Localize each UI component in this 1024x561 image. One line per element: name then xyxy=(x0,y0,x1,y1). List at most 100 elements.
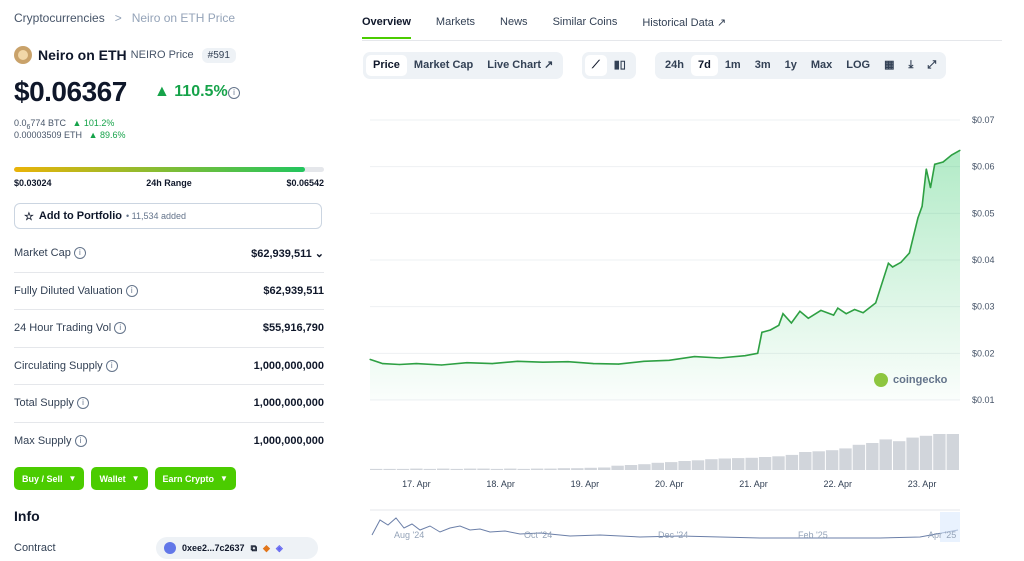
volume-bar xyxy=(530,468,544,470)
tab-historical-data-label: Historical Data xyxy=(642,17,714,29)
chart-type-price[interactable]: Price xyxy=(366,55,407,76)
info-icon[interactable]: i xyxy=(114,322,127,335)
portfolio-added-count: • 11,534 added xyxy=(125,211,187,221)
price-point xyxy=(693,356,696,358)
buy-sell-button[interactable]: Buy / Sell ▼ xyxy=(14,467,85,490)
range-24h[interactable]: 24h xyxy=(665,59,684,71)
x-tick-label: 21. Apr xyxy=(739,479,768,489)
price-point xyxy=(542,361,544,363)
range-labels: $0.03024 24h Range $0.06542 xyxy=(14,178,324,188)
range-1y[interactable]: 1y xyxy=(784,59,797,71)
y-tick-label: $0.07 xyxy=(972,115,995,125)
volume-bar xyxy=(517,468,530,470)
volume-bar xyxy=(718,458,731,470)
stat-label-text: Market Cap xyxy=(14,247,71,260)
volume-bar xyxy=(812,451,825,470)
stat-label: Market Cap i xyxy=(14,247,86,260)
price-point xyxy=(516,360,519,362)
tab-similar-coins[interactable]: Similar Coins xyxy=(552,16,618,28)
copy-icon[interactable]: ⧉ xyxy=(250,542,257,553)
link-icon[interactable]: ◈ xyxy=(275,542,283,553)
range-3m[interactable]: 3m xyxy=(754,59,771,71)
stat-value-text: $62,939,511 xyxy=(251,247,312,260)
volume-bar xyxy=(906,437,919,470)
navigator-label: Feb '25 xyxy=(798,530,828,540)
price-point xyxy=(921,205,923,207)
price-point xyxy=(959,149,961,151)
info-icon[interactable]: i xyxy=(77,397,89,410)
info-icon[interactable]: i xyxy=(228,87,240,99)
add-to-portfolio-button[interactable]: ☆ Add to Portfolio • 11,534 added xyxy=(14,203,322,229)
y-tick-label: $0.05 xyxy=(972,208,995,218)
price-chart[interactable]: $0.07 $0.06 $0.05 $0.04 $0.03 $0.02 $0.01 17. A… xyxy=(340,0,1024,561)
volume-bar xyxy=(370,468,383,470)
info-icon[interactable]: i xyxy=(74,434,87,447)
earn-crypto-label: Earn Crypto xyxy=(162,473,215,484)
range-label: 24h Range xyxy=(146,178,192,188)
stat-label-text: Total Supply xyxy=(14,397,74,410)
btc-price-suffix: 774 BTC xyxy=(30,118,66,128)
price-point xyxy=(929,187,932,189)
range-log[interactable]: LOG xyxy=(846,59,871,71)
info-icon[interactable]: i xyxy=(105,359,118,372)
live-chart-label: Live Chart xyxy=(487,59,542,71)
btc-change-value: 101.2% xyxy=(83,118,115,128)
price-point xyxy=(862,312,864,314)
range-high: $0.06542 xyxy=(286,178,324,188)
metamask-icon[interactable]: ◆ xyxy=(263,542,270,553)
breadcrumb-root-link[interactable]: Cryptocurrencies xyxy=(14,11,105,25)
candlestick-chart-icon[interactable]: ▮▯ xyxy=(613,59,626,71)
eth-change-value: 89.6% xyxy=(100,130,126,140)
eth-price-value: 0.00003509 ETH xyxy=(14,130,83,140)
volume-bar xyxy=(946,434,959,470)
tab-news[interactable]: News xyxy=(500,16,528,28)
chart-type-market-cap[interactable]: Market Cap xyxy=(413,59,474,71)
calendar-icon[interactable]: ▦ xyxy=(884,59,895,71)
stats-list: Market Cap i $62,939,511 ⌄ Fully Diluted… xyxy=(14,235,324,459)
chevron-down-icon[interactable]: ⌄ xyxy=(314,247,324,260)
stat-value: $62,939,511 ⌄ xyxy=(251,247,324,260)
tab-historical-data[interactable]: Historical Data ↗ xyxy=(642,16,726,39)
volume-bar xyxy=(785,454,799,470)
volume-bar xyxy=(893,441,906,470)
contract-address-pill[interactable]: 0xee2...7c2637 ⧉ ◆ ◈ xyxy=(156,537,318,559)
price-point xyxy=(369,358,371,360)
stat-label-text: Fully Diluted Valuation xyxy=(14,284,123,297)
volume-bar xyxy=(598,467,611,470)
expand-icon[interactable]: ⤢ xyxy=(927,59,937,71)
line-chart-icon[interactable]: ⟋ xyxy=(585,55,607,76)
chart-type-live-chart[interactable]: Live Chart ↗ xyxy=(480,55,560,76)
price-point xyxy=(900,261,902,263)
earn-crypto-button[interactable]: Earn Crypto ▼ xyxy=(154,467,236,490)
volume-bar xyxy=(624,465,638,470)
breadcrumb: Cryptocurrencies > Neiro on ETH Price xyxy=(14,11,235,25)
volume-bar xyxy=(463,468,477,470)
price-point xyxy=(887,262,890,264)
range-max[interactable]: Max xyxy=(810,59,833,71)
y-tick-label: $0.02 xyxy=(972,348,995,358)
range-1m[interactable]: 1m xyxy=(724,59,741,71)
navigator-line xyxy=(371,517,959,539)
tab-overview[interactable]: Overview xyxy=(362,16,411,39)
portfolio-added-value: 11,534 added xyxy=(131,211,187,221)
range-7d[interactable]: 7d xyxy=(690,55,718,76)
volume-bar xyxy=(665,462,678,470)
navigator-label: Aug '24 xyxy=(394,530,424,540)
volume-bar xyxy=(571,468,584,470)
volume-bar xyxy=(758,457,772,470)
price-point xyxy=(951,154,953,156)
x-tick-label: 23. Apr xyxy=(908,479,937,489)
price-point xyxy=(917,217,919,219)
price-point xyxy=(382,363,384,365)
download-icon[interactable]: ⤓ xyxy=(908,59,914,71)
price-point xyxy=(441,364,443,366)
stat-label: 24 Hour Trading Vol i xyxy=(14,322,127,335)
volume-bar xyxy=(879,439,892,470)
star-icon: ☆ xyxy=(24,210,34,223)
wallet-button[interactable]: Wallet ▼ xyxy=(91,467,148,490)
price-change: ▲ 110.5% xyxy=(154,83,228,100)
y-tick-label: $0.04 xyxy=(972,255,995,265)
tab-markets[interactable]: Markets xyxy=(435,16,476,28)
info-icon[interactable]: i xyxy=(73,247,86,260)
info-icon[interactable]: i xyxy=(125,284,138,297)
